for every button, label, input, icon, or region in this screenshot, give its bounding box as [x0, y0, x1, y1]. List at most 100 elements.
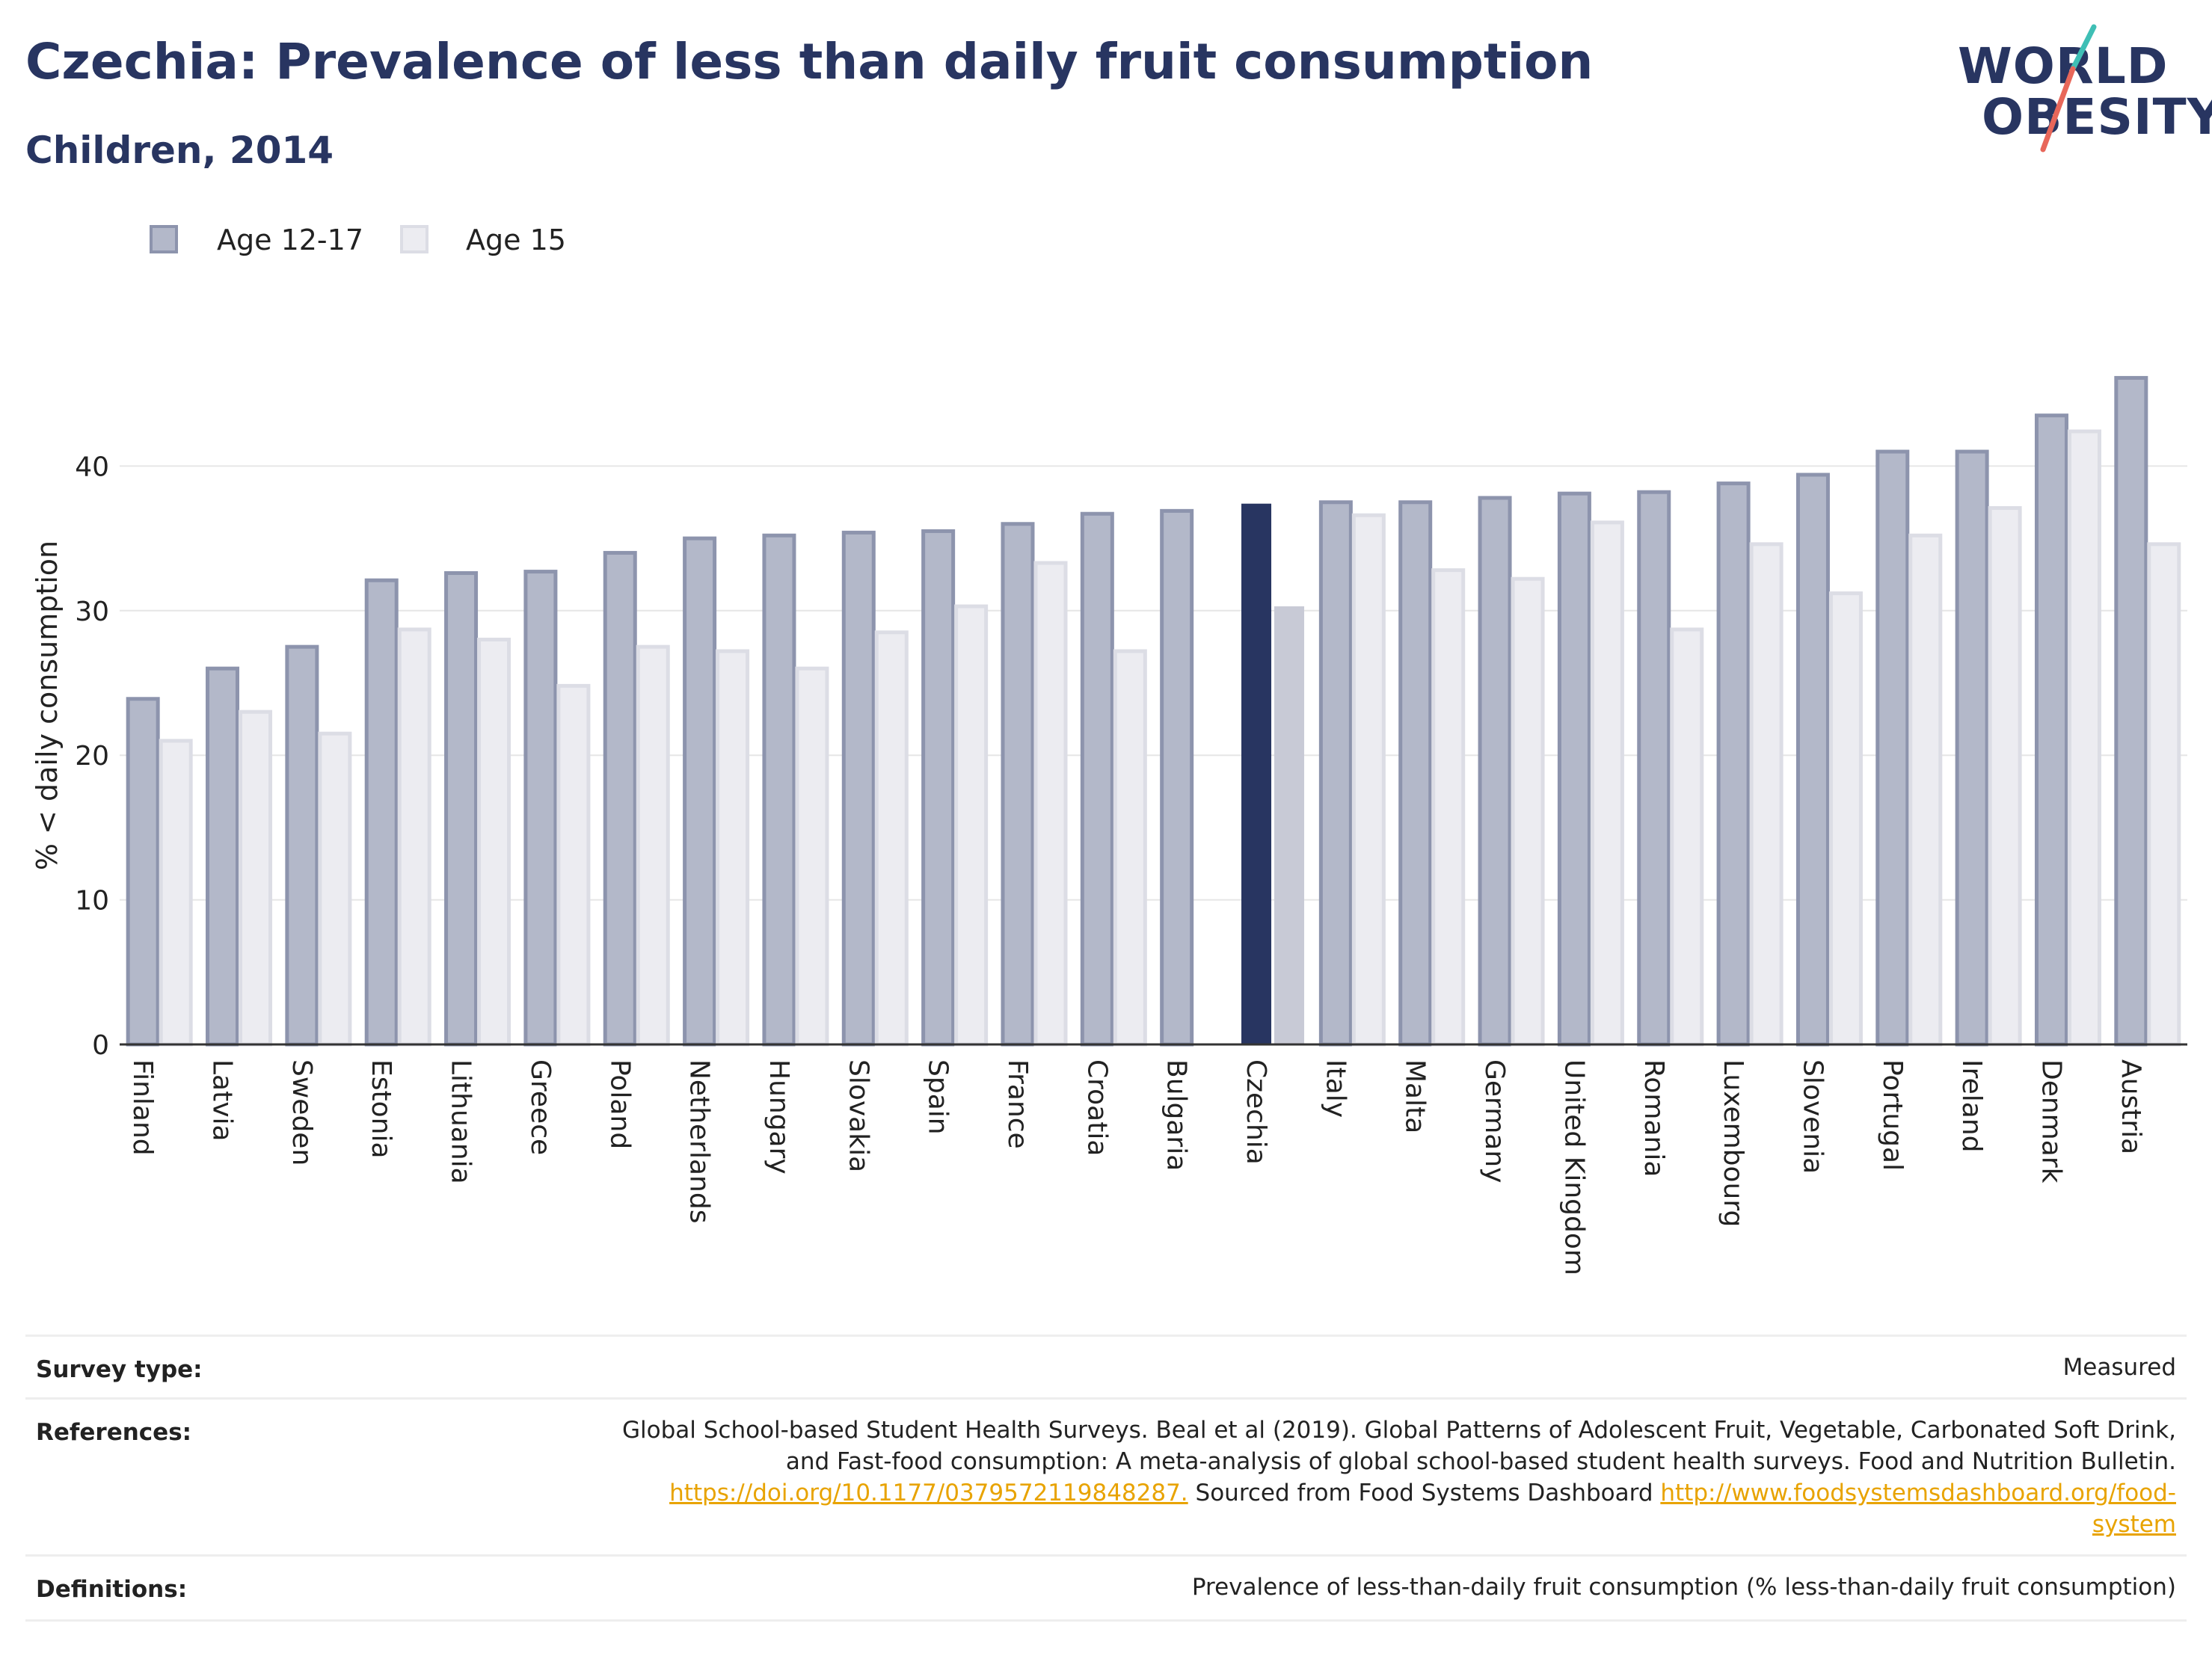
bar-age-15	[2147, 542, 2181, 1047]
x-tick-label: Hungary	[764, 1059, 794, 1175]
bar-age-15	[477, 637, 511, 1047]
bar-age-12-17	[2034, 413, 2068, 1047]
bar-age-12-17	[126, 697, 160, 1047]
bar-age-12-17	[1241, 503, 1272, 1044]
legend-swatch-age-12-17	[150, 225, 178, 253]
bar-age-12-17	[683, 536, 717, 1047]
food-systems-link-continued[interactable]: system	[2092, 1511, 2176, 1538]
bar-age-12-17	[921, 529, 956, 1047]
bar-age-12-17	[762, 533, 796, 1047]
references-line-3: https://doi.org/10.1177/0379572119848287…	[622, 1477, 2176, 1509]
bar-age-12-17	[1795, 473, 1830, 1047]
x-tick-label: Spain	[923, 1059, 953, 1135]
references-line-4: system	[622, 1509, 2176, 1540]
references-value: Global School-based Student Health Surve…	[622, 1415, 2176, 1540]
x-tick-label: Ireland	[1956, 1059, 1987, 1153]
bar-age-15	[1670, 627, 1704, 1047]
x-tick-label: Netherlands	[684, 1059, 715, 1223]
bar-age-15	[1988, 505, 2022, 1047]
references-line-2: and Fast-food consumption: A meta-analys…	[785, 1448, 2176, 1475]
bar-age-15	[2067, 429, 2101, 1047]
x-tick-label: Portugal	[1877, 1059, 1908, 1171]
definitions-value: Prevalence of less-than-daily fruit cons…	[1191, 1574, 2176, 1601]
bar-age-15	[1511, 576, 1545, 1047]
bar-age-15	[1351, 513, 1386, 1047]
bar-age-15	[1113, 649, 1147, 1047]
bar-age-15	[1828, 591, 1863, 1047]
references-row: References: Global School-based Student …	[25, 1397, 2187, 1557]
world-obesity-logo: WORLD OBESITY	[1944, 22, 2212, 157]
x-tick-label: Lithuania	[446, 1059, 476, 1184]
references-line-1: Global School-based Student Health Surve…	[622, 1417, 2176, 1444]
bar-age-15	[874, 630, 909, 1047]
y-tick-label: 40	[75, 452, 109, 482]
x-tick-label: Italy	[1320, 1059, 1351, 1118]
y-tick-label: 10	[75, 886, 109, 917]
x-tick-label: Germany	[1479, 1059, 1510, 1183]
bar-age-15	[954, 604, 989, 1047]
x-tick-label: Finland	[127, 1059, 158, 1156]
x-tick-label: Estonia	[366, 1059, 396, 1159]
bar-age-15	[1274, 606, 1305, 1044]
bar-age-12-17	[841, 530, 876, 1047]
x-tick-label: Croatia	[1081, 1059, 1112, 1156]
bar-age-15	[795, 666, 829, 1047]
logo-line-2: OBESITY	[1982, 88, 2212, 146]
bar-age-15	[716, 649, 750, 1047]
x-tick-label: Austria	[2116, 1059, 2146, 1154]
bar-age-15	[1431, 568, 1466, 1047]
bar-age-12-17	[1637, 490, 1671, 1047]
x-tick-label: Slovenia	[1797, 1059, 1828, 1174]
bar-age-12-17	[206, 666, 240, 1047]
x-tick-label: France	[1002, 1059, 1033, 1149]
x-tick-label: Romania	[1638, 1059, 1669, 1177]
chart-subtitle: Children, 2014	[25, 129, 334, 172]
legend-label-age-12-17: Age 12-17	[217, 224, 363, 256]
bar-age-12-17	[603, 550, 637, 1047]
bar-age-12-17	[1875, 449, 1910, 1047]
x-tick-label: Czechia	[1241, 1059, 1271, 1165]
bar-age-12-17	[1557, 491, 1591, 1047]
bar-age-12-17	[1955, 449, 1989, 1047]
doi-link[interactable]: https://doi.org/10.1177/0379572119848287…	[669, 1480, 1188, 1506]
x-tick-label: Denmark	[2036, 1059, 2066, 1183]
bar-age-15	[1033, 561, 1068, 1047]
legend-label-age-15: Age 15	[466, 224, 566, 256]
chart-title: Czechia: Prevalence of less than daily f…	[25, 33, 1594, 90]
x-tick-label: Slovakia	[843, 1059, 873, 1172]
references-label: References:	[36, 1419, 192, 1446]
legend-swatch-age-15	[400, 225, 428, 253]
bar-age-12-17	[1001, 522, 1035, 1047]
bar-age-15	[1908, 533, 1943, 1047]
logo-slash-icon	[2040, 24, 2097, 153]
bar-age-12-17	[285, 644, 319, 1047]
bar-age-15	[159, 739, 193, 1047]
survey-type-value: Measured	[2062, 1354, 2176, 1381]
bar-age-12-17	[1318, 500, 1353, 1047]
y-axis-label: % < daily consumption	[31, 541, 64, 870]
bar-age-12-17	[1478, 496, 1512, 1047]
definitions-row: Definitions: Prevalence of less-than-dai…	[25, 1554, 2187, 1622]
bar-age-12-17	[523, 570, 558, 1047]
x-tick-label: United Kingdom	[1558, 1059, 1589, 1275]
bar-age-12-17	[1398, 500, 1433, 1047]
bar-age-15	[556, 683, 591, 1047]
survey-type-row: Survey type: Measured	[25, 1335, 2187, 1400]
y-tick-label: 30	[75, 597, 109, 627]
bar-age-12-17	[1160, 508, 1194, 1047]
bar-age-12-17	[364, 578, 399, 1047]
bar-age-12-17	[1716, 481, 1751, 1047]
bar-age-15	[239, 710, 273, 1047]
definitions-label: Definitions:	[36, 1576, 188, 1603]
x-tick-label: Latvia	[207, 1059, 238, 1142]
x-tick-label: Greece	[525, 1059, 556, 1155]
bar-chart: 0 10 20 30 40 % < daily consumption Finland Lat…	[31, 375, 2187, 1275]
y-tick-label: 20	[75, 741, 109, 772]
x-tick-label: Sweden	[286, 1059, 317, 1166]
bar-age-15	[636, 644, 670, 1047]
bar-age-15	[1590, 520, 1624, 1047]
food-systems-link[interactable]: http://www.foodsystemsdashboard.org/food…	[1660, 1480, 2176, 1506]
x-tick-label: Luxembourg	[1718, 1059, 1748, 1227]
bar-age-15	[1749, 542, 1784, 1047]
bar-age-15	[318, 731, 352, 1047]
